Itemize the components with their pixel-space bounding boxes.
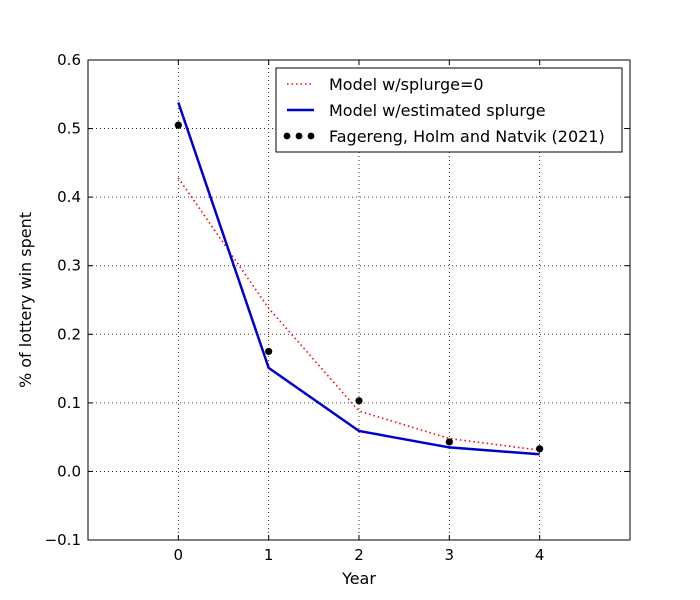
legend-swatch-marker — [307, 132, 315, 140]
y-tick-label: 0.3 — [57, 257, 81, 275]
data-point-fagereng — [265, 347, 273, 356]
y-tick-label: 0.5 — [57, 120, 81, 138]
legend-label: Fagereng, Holm and Natvik (2021) — [329, 127, 605, 146]
y-axis-label: % of lottery win spent — [16, 212, 35, 388]
legend-label: Model w/estimated splurge — [329, 101, 546, 120]
series — [174, 102, 544, 456]
data-point-fagereng — [355, 397, 363, 405]
data-point-fagereng — [536, 445, 544, 453]
x-tick-label: 2 — [354, 546, 364, 564]
legend-label: Model w/splurge=0 — [329, 75, 484, 94]
y-tick-label: 0.0 — [57, 462, 81, 480]
x-axis-label: Year — [341, 569, 376, 588]
x-tick-label: 0 — [174, 546, 184, 564]
y-tick-label: 0.1 — [57, 394, 81, 412]
y-tick-label: −0.1 — [45, 531, 81, 549]
legend-swatch-marker — [295, 132, 303, 140]
ticks: 0 1 2 3 4 −0.1 0.0 0.1 0.2 0.3 0.4 0.5 0.6 — [45, 51, 630, 564]
y-tick-label: 0.2 — [57, 325, 81, 343]
data-point-fagereng — [445, 438, 453, 446]
series-line-splurge-zero — [177, 177, 540, 451]
series-line-estimated-splurge — [177, 102, 540, 456]
legend-box — [275, 67, 623, 153]
legend: Model w/splurge=0 Model w/estimated splur… — [275, 67, 623, 153]
legend-swatch-marker — [283, 132, 291, 140]
x-tick-label: 1 — [264, 546, 274, 564]
y-tick-label: 0.4 — [57, 188, 81, 206]
x-tick-label: 3 — [445, 546, 455, 564]
y-tick-label: 0.6 — [57, 51, 81, 69]
data-point-fagereng — [174, 121, 182, 129]
x-tick-label: 4 — [535, 546, 545, 564]
